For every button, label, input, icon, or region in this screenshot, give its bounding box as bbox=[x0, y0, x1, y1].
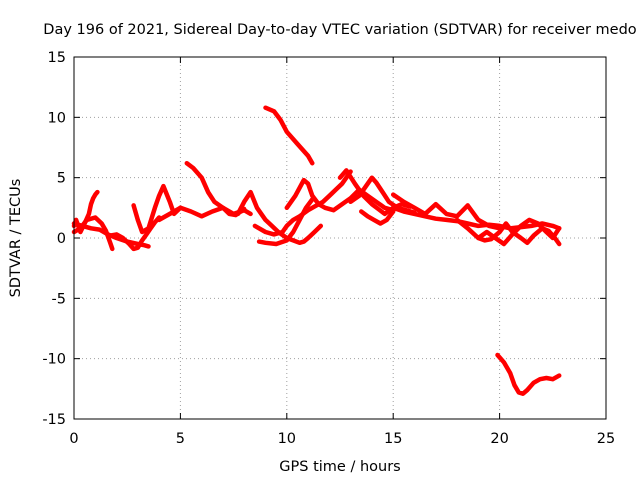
series-line-sat-e bbox=[131, 183, 183, 235]
y-axis-label: SDTVAR / TECUs bbox=[8, 179, 24, 298]
y-tick-label: -5 bbox=[52, 291, 66, 307]
series-line-sat-s bbox=[476, 217, 562, 247]
series-line-sat-k bbox=[263, 105, 315, 166]
x-tick-label: 5 bbox=[176, 431, 185, 447]
plot-frame bbox=[73, 56, 607, 420]
chart-title: Day 196 of 2021, Sidereal Day-to-day VTE… bbox=[43, 22, 637, 38]
y-tick-label: 10 bbox=[48, 110, 66, 126]
axis-ticks: 0 5 10 15 20 25 -15 -10 -5 0 5 10 15 bbox=[42, 50, 615, 447]
series-line-sat-j bbox=[256, 197, 315, 247]
series-line-sat-d bbox=[107, 215, 162, 252]
y-tick-label: 0 bbox=[57, 231, 66, 247]
y-tick-label: -10 bbox=[42, 352, 66, 368]
series-line-sat-l bbox=[284, 177, 396, 213]
series-traces bbox=[71, 105, 562, 396]
x-tick-label: 10 bbox=[278, 431, 296, 447]
series-line-sat-t bbox=[495, 352, 562, 396]
series-line-sat-o bbox=[359, 209, 396, 226]
series-line-sat-q bbox=[390, 205, 562, 231]
series-line-sat-h bbox=[235, 189, 324, 246]
y-tick-label: -15 bbox=[42, 412, 66, 428]
series-line-sat-g bbox=[184, 160, 247, 218]
x-tick-label: 15 bbox=[384, 431, 402, 447]
series-line-sat-p bbox=[390, 192, 502, 231]
y-tick-label: 15 bbox=[48, 50, 66, 66]
y-tick-label: 5 bbox=[57, 171, 66, 187]
gridlines bbox=[74, 57, 606, 419]
x-tick-label: 0 bbox=[69, 431, 78, 447]
x-tick-label: 20 bbox=[490, 431, 508, 447]
x-tick-label: 25 bbox=[597, 431, 615, 447]
x-axis-label: GPS time / hours bbox=[279, 459, 400, 475]
